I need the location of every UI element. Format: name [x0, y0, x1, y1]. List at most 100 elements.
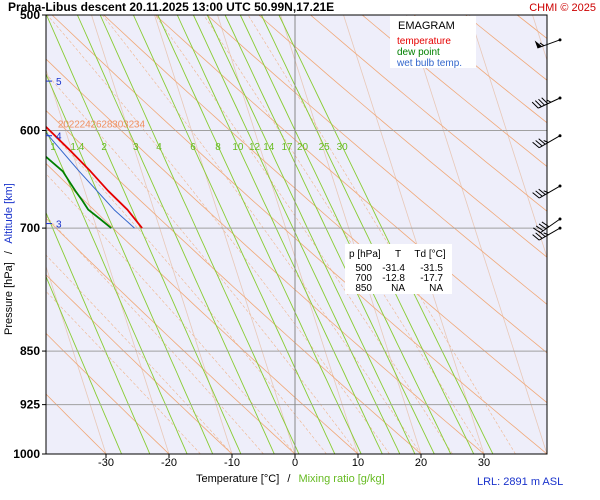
dry-adiabat-line: [258, 15, 547, 258]
wind-barb-station: [558, 96, 562, 100]
legend-item-temperature: temperature: [397, 36, 451, 47]
isotherm-line: [154, 15, 296, 454]
altitude-marks: 5 4 3: [46, 77, 62, 231]
mixing-ratio-line: [206, 15, 416, 454]
wind-barb-shaft: [540, 218, 561, 234]
mixing-ratio-label: 14: [263, 142, 275, 153]
dry-adiabat-label: 20: [58, 119, 70, 130]
isotherm-line: [343, 15, 485, 454]
mixing-ratio-label: 6: [190, 142, 196, 153]
y-axis-label-pressure: Pressure [hPa]: [3, 262, 15, 335]
dry-adiabat-line: [361, 15, 547, 167]
wind-barb-feather: [543, 140, 549, 143]
isotherm-line: [46, 265, 107, 454]
wind-barb-feather: [538, 98, 545, 106]
wind-barb-shaft: [538, 185, 561, 199]
dry-adiabat-label: 32: [123, 119, 135, 130]
moist-adiabat-line: [154, 15, 453, 454]
table-row-700-dewpoint: -17.7: [420, 273, 443, 284]
moist-adiabat-line: [46, 215, 264, 454]
x-axis-label: Temperature [°C] / Mixing ratio [g/kg]: [196, 473, 385, 485]
wind-barb-feather: [538, 138, 546, 145]
wind-barbs: [531, 38, 562, 241]
wind-barb: [532, 184, 562, 199]
dry-adiabat-label: 28: [101, 119, 113, 130]
dry-adiabat-label: 30: [112, 119, 124, 130]
wind-barb-feather: [541, 221, 550, 228]
pressure-tick-label: 700: [20, 221, 40, 235]
pressure-tick-label: 925: [20, 398, 40, 412]
mixing-ratio-label: 4: [156, 142, 162, 153]
mixing-ratio-label: 1: [50, 142, 56, 153]
mixing-ratio-label: 3: [133, 142, 139, 153]
mixing-ratio-label: 10: [232, 142, 244, 153]
pressure-tick-label: 850: [20, 344, 40, 358]
legend-box: [390, 16, 476, 68]
dry-adiabat-line: [46, 58, 485, 454]
wind-barb-shaft: [538, 135, 561, 149]
legend: EMAGRAM temperature dew point wet bulb t…: [390, 16, 476, 69]
wind-barb: [531, 96, 562, 109]
isotherm-line: [280, 15, 422, 454]
wind-barb-feather: [538, 188, 546, 195]
dewpoint-line: [46, 155, 112, 229]
wind-barb-feather: [535, 232, 543, 239]
legend-item-wet-bulb: wet bulb temp.: [396, 58, 462, 69]
wind-barb-feather: [546, 99, 552, 103]
table-row-500-dewpoint: -31.5: [420, 263, 443, 274]
table-header-pressure: p [hPa]: [349, 249, 381, 260]
dry-adiabat-label: 24: [80, 119, 92, 130]
moist-adiabat-line: [46, 126, 327, 454]
mixing-ratio-line: [132, 15, 336, 454]
mixing-ratio-label: 20: [297, 142, 309, 153]
pressure-tick-label: 500: [20, 8, 40, 22]
x-axis-label-separator: /: [287, 473, 291, 485]
legend-item-dew-point: dew point: [397, 47, 440, 58]
wind-barb-station: [558, 184, 562, 188]
wind-barb: [532, 226, 562, 241]
mixing-ratio-line: [76, 15, 275, 454]
temperature-line: [46, 125, 143, 229]
legend-title: EMAGRAM: [398, 20, 455, 32]
mixing-ratio-line: [46, 73, 214, 454]
isotherm-line: [217, 15, 359, 454]
value-table: p [hPa] T Td [°C] 500 -31.4 -31.5 700 -1…: [345, 244, 452, 294]
table-row-850-pressure: 850: [355, 283, 372, 294]
mixing-ratio-label: 17: [281, 142, 293, 153]
table-row-700-temperature: -12.8: [382, 273, 405, 284]
value-table-box: [345, 244, 452, 294]
dry-adiabat-line: [46, 274, 233, 454]
wind-barb-feather: [535, 140, 543, 147]
copyright-label: CHMI © 2025: [529, 2, 596, 14]
wind-barb-feather: [538, 223, 547, 230]
altitude-label: 4: [56, 132, 62, 143]
temperature-tick-label: 20: [415, 457, 427, 469]
table-row-850-dewpoint: NA: [429, 283, 443, 294]
wind-barb-feather: [532, 141, 540, 149]
dry-adiabat-line: [46, 162, 359, 454]
pressure-tick-label: 1000: [13, 447, 40, 461]
wetbulb-line: [46, 131, 135, 229]
mixing-ratio-line: [192, 15, 401, 454]
table-row-500-pressure: 500: [355, 263, 372, 274]
y-axis-label-altitude: Altitude [km]: [3, 183, 15, 244]
mixing-ratio-label: 12: [249, 142, 261, 153]
dry-adiabat-line: [310, 15, 547, 212]
mixing-ratio-label: 30: [337, 142, 349, 153]
temperature-tick-label: 0: [292, 457, 298, 469]
mixing-ratio-line: [46, 211, 151, 454]
wind-barb-pennant: [534, 40, 543, 49]
wind-barb-feather: [535, 225, 544, 232]
pressure-tick-label: 600: [20, 123, 40, 137]
table-header-dewpoint: Td [°C]: [414, 249, 445, 260]
mixing-ratio-label: 25: [319, 142, 331, 153]
dry-adiabat-label: 22: [69, 119, 81, 130]
wind-barb-shaft: [538, 97, 561, 109]
isotherm-line: [469, 15, 547, 259]
temperature-tick-label: -30: [98, 457, 114, 469]
lrl-label: LRL: 2891 m ASL: [477, 476, 563, 488]
wind-barb-feather: [535, 190, 543, 197]
temperature-axis: -30 -20 -10 0 10 20 30: [98, 454, 490, 469]
table-header-temperature: T: [395, 249, 401, 260]
altitude-label: 5: [56, 77, 62, 88]
